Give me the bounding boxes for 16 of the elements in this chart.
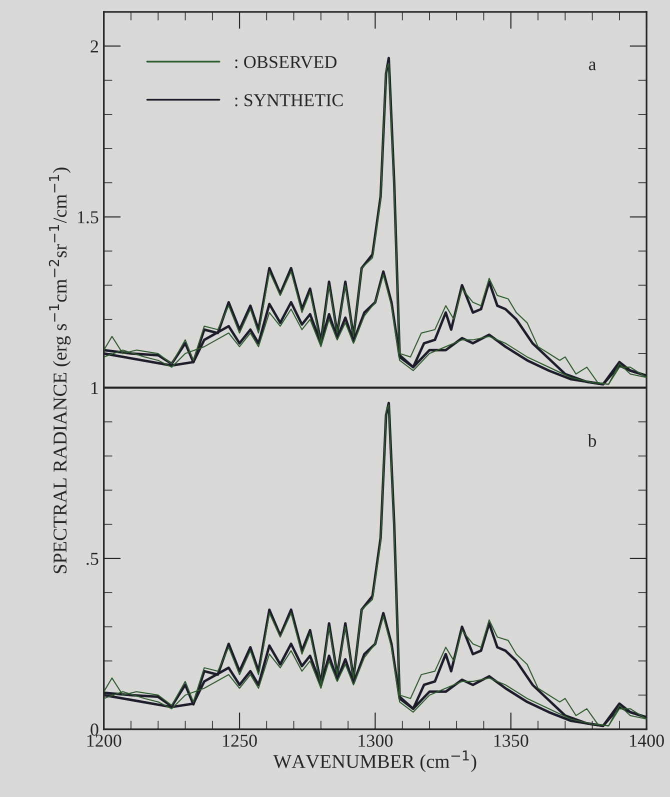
text: SPECTRAL RADIANCE (erg s$^{−1}$cm$^{−2}$sr$^{−1}$/cm$^{−1}$) (48, 168, 71, 574)
x-tick-label: 1400 (630, 734, 664, 747)
x-tick-label: 1200 (87, 734, 122, 747)
x-tick-label: 1300 (358, 734, 393, 747)
y-tick-label: 1.5 (78, 211, 98, 224)
y-tick-label: .5 (86, 552, 98, 565)
y-tick-label: 1 (92, 382, 98, 394)
y-tick-label: 0 (90, 724, 98, 736)
x-tick-label: 1350 (494, 734, 528, 747)
annotation: a (588, 62, 596, 70)
x-tick-label: 1250 (223, 734, 257, 747)
x-axis-title: WAVENUMBER (cm$^{−1}$) (273, 750, 476, 772)
legend-label: : SYNTHETIC (235, 94, 343, 106)
y-tick-label: 2 (90, 40, 98, 52)
annotation: b (588, 434, 596, 447)
legend-label: : OBSERVED (235, 56, 337, 68)
